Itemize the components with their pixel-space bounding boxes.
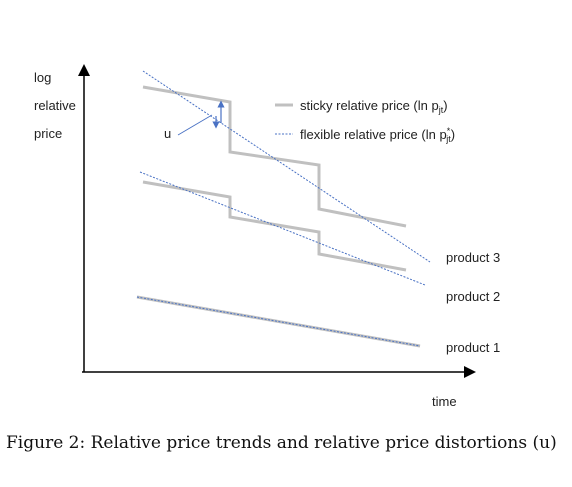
legend-sticky-subscript: jt bbox=[438, 105, 444, 115]
product-1-label: product 1 bbox=[446, 340, 500, 355]
figure-caption: Figure 2: Relative price trends and rela… bbox=[6, 433, 557, 453]
product-3-label: product 3 bbox=[446, 250, 500, 265]
product-1-flexible-price-line bbox=[136, 296, 421, 347]
product-3-flexible-price-line bbox=[142, 70, 431, 263]
legend-sticky-close: ) bbox=[443, 98, 447, 113]
legend-sticky-label: sticky relative price (ln pjt) bbox=[300, 98, 448, 115]
product-2-flexible-price-line bbox=[139, 171, 426, 286]
distortion-pointer-line bbox=[177, 114, 213, 136]
product-2-sticky-price-line bbox=[142, 180, 407, 272]
legend-flexible-label: flexible relative price (ln p* jt) bbox=[300, 126, 455, 144]
x-axis-label: time bbox=[432, 394, 457, 409]
distortion-label: u bbox=[164, 126, 171, 141]
legend-flexible-close: ) bbox=[451, 127, 455, 142]
price-distortion-diagram: log relative price time u sticky relativ… bbox=[34, 64, 500, 409]
product-2-label: product 2 bbox=[446, 289, 500, 304]
legend-flexible-subscript: jt bbox=[445, 134, 451, 144]
legend-flexible-superscript: * bbox=[447, 126, 451, 136]
y-axis-label-line-1: log bbox=[34, 70, 51, 85]
y-axis-label-line-2: relative bbox=[34, 98, 76, 113]
legend-flexible-text: flexible relative price (ln p bbox=[300, 127, 447, 142]
legend-sticky-text: sticky relative price (ln p bbox=[300, 98, 439, 113]
y-axis-label-line-3: price bbox=[34, 126, 62, 141]
